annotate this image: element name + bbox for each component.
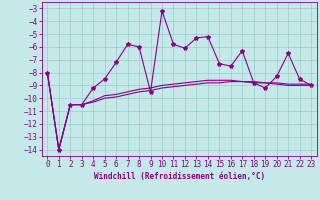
X-axis label: Windchill (Refroidissement éolien,°C): Windchill (Refroidissement éolien,°C) — [94, 172, 265, 181]
